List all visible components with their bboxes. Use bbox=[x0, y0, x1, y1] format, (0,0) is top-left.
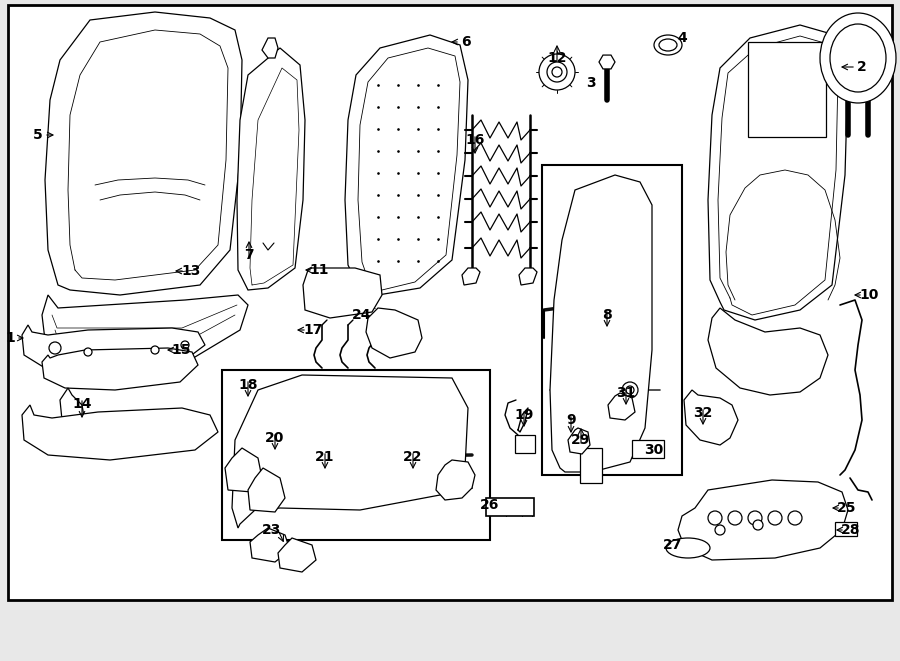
Text: 26: 26 bbox=[481, 498, 500, 512]
Bar bbox=[515, 435, 535, 453]
Polygon shape bbox=[550, 175, 652, 472]
Ellipse shape bbox=[151, 346, 159, 354]
Polygon shape bbox=[262, 38, 278, 58]
Ellipse shape bbox=[753, 520, 763, 530]
Text: 16: 16 bbox=[465, 133, 485, 147]
Ellipse shape bbox=[622, 382, 638, 398]
Polygon shape bbox=[278, 538, 316, 572]
Polygon shape bbox=[303, 268, 382, 318]
Bar bbox=[835, 522, 857, 536]
Ellipse shape bbox=[654, 35, 682, 55]
Bar bbox=[748, 42, 826, 137]
Ellipse shape bbox=[788, 511, 802, 525]
Text: 17: 17 bbox=[303, 323, 323, 337]
Text: 14: 14 bbox=[72, 397, 92, 411]
Text: 31: 31 bbox=[616, 386, 635, 400]
Text: 21: 21 bbox=[315, 450, 335, 464]
Ellipse shape bbox=[715, 525, 725, 535]
Text: 19: 19 bbox=[514, 408, 534, 422]
Polygon shape bbox=[684, 390, 738, 445]
Ellipse shape bbox=[49, 342, 61, 354]
Ellipse shape bbox=[748, 511, 762, 525]
Text: 23: 23 bbox=[262, 523, 282, 537]
Polygon shape bbox=[599, 55, 615, 69]
Text: 29: 29 bbox=[572, 433, 590, 447]
Polygon shape bbox=[42, 295, 248, 360]
Text: 22: 22 bbox=[403, 450, 423, 464]
Ellipse shape bbox=[539, 54, 575, 90]
Bar bbox=[542, 165, 682, 475]
Text: 27: 27 bbox=[663, 538, 683, 552]
Polygon shape bbox=[678, 480, 848, 560]
Text: 18: 18 bbox=[238, 378, 257, 392]
Text: 30: 30 bbox=[644, 443, 663, 457]
Text: 20: 20 bbox=[266, 431, 284, 445]
Text: 5: 5 bbox=[33, 128, 43, 142]
Text: 4: 4 bbox=[677, 31, 687, 45]
Polygon shape bbox=[22, 405, 218, 460]
Text: 2: 2 bbox=[857, 60, 867, 74]
Polygon shape bbox=[608, 393, 635, 420]
Text: 6: 6 bbox=[461, 35, 471, 49]
Bar bbox=[632, 440, 664, 458]
Polygon shape bbox=[42, 348, 198, 390]
Polygon shape bbox=[60, 388, 85, 430]
Polygon shape bbox=[225, 448, 262, 492]
Ellipse shape bbox=[708, 511, 722, 525]
Polygon shape bbox=[708, 25, 848, 320]
Polygon shape bbox=[237, 48, 305, 290]
Text: 3: 3 bbox=[586, 76, 596, 90]
Text: 8: 8 bbox=[602, 308, 612, 322]
Text: 7: 7 bbox=[244, 248, 254, 262]
Polygon shape bbox=[22, 325, 205, 368]
Polygon shape bbox=[708, 308, 828, 395]
Polygon shape bbox=[519, 268, 537, 285]
Text: 10: 10 bbox=[860, 288, 878, 302]
Ellipse shape bbox=[768, 511, 782, 525]
Text: 11: 11 bbox=[310, 263, 328, 277]
Text: 32: 32 bbox=[693, 406, 713, 420]
Bar bbox=[486, 498, 534, 516]
Ellipse shape bbox=[728, 511, 742, 525]
Text: 28: 28 bbox=[842, 523, 860, 537]
Text: 13: 13 bbox=[181, 264, 201, 278]
Text: 9: 9 bbox=[566, 413, 576, 427]
Text: 25: 25 bbox=[837, 501, 857, 515]
Ellipse shape bbox=[181, 341, 189, 349]
Polygon shape bbox=[45, 12, 242, 295]
Polygon shape bbox=[345, 35, 468, 295]
Text: 12: 12 bbox=[547, 51, 567, 65]
Ellipse shape bbox=[626, 386, 634, 394]
Ellipse shape bbox=[820, 13, 896, 103]
Bar bbox=[222, 370, 490, 540]
Polygon shape bbox=[462, 268, 480, 285]
Bar bbox=[580, 448, 602, 483]
Ellipse shape bbox=[666, 538, 710, 558]
Ellipse shape bbox=[84, 348, 92, 356]
Text: 24: 24 bbox=[352, 308, 372, 322]
Ellipse shape bbox=[659, 39, 677, 51]
Polygon shape bbox=[250, 528, 290, 562]
Polygon shape bbox=[568, 428, 590, 454]
Polygon shape bbox=[436, 460, 475, 500]
Ellipse shape bbox=[552, 67, 562, 77]
Ellipse shape bbox=[547, 62, 567, 82]
Polygon shape bbox=[232, 375, 468, 528]
Polygon shape bbox=[366, 308, 422, 358]
Polygon shape bbox=[248, 468, 285, 512]
Text: 15: 15 bbox=[171, 343, 191, 357]
Ellipse shape bbox=[830, 24, 886, 92]
Text: 1: 1 bbox=[5, 331, 15, 345]
